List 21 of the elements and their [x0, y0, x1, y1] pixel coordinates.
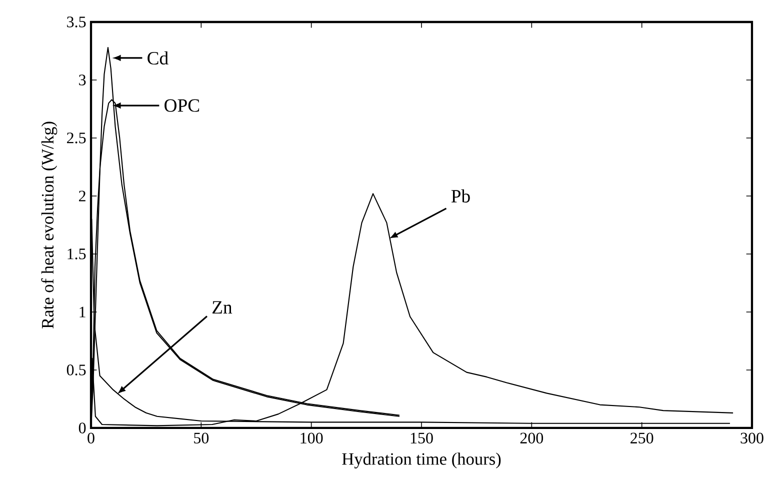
x-tick-label: 250 — [630, 432, 654, 444]
y-tick-label: 3 — [79, 74, 86, 86]
y-tick-label: 2.5 — [67, 132, 86, 144]
annotation: Cd — [148, 51, 168, 65]
annotation: Zn — [212, 301, 232, 314]
x-tick-label: 150 — [410, 432, 433, 444]
y-tick-label: 2 — [79, 190, 86, 202]
y-tick-label: 0 — [78, 422, 86, 434]
x-tick-label: 100 — [300, 432, 323, 444]
y-tick-label: 1 — [80, 306, 86, 318]
x-tick-label: 200 — [520, 432, 544, 444]
y-axis-title: Rate of heat evolution (W/kg) — [41, 122, 58, 328]
y-tick-label: 1.5 — [68, 248, 86, 260]
annotation: Pb — [451, 189, 470, 203]
annotation: OPC — [164, 99, 200, 112]
x-tick-label: 0 — [88, 432, 94, 444]
y-tick-label: 3.5 — [67, 16, 86, 28]
y-tick-label: 0.5 — [66, 364, 86, 376]
x-tick-label: 300 — [740, 432, 764, 444]
x-axis-title: Hydration time (hours) — [342, 452, 501, 468]
x-tick-label: 50 — [194, 432, 209, 444]
